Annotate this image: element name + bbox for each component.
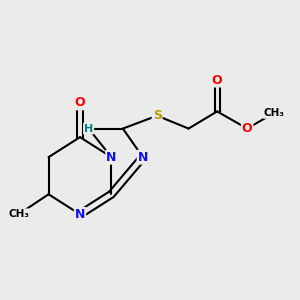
Text: CH₃: CH₃ — [264, 108, 285, 118]
Text: O: O — [242, 122, 253, 135]
Text: CH₃: CH₃ — [8, 209, 29, 219]
Text: O: O — [212, 74, 223, 86]
Text: N: N — [106, 151, 117, 164]
Text: H: H — [84, 124, 93, 134]
Text: S: S — [153, 109, 162, 122]
Text: N: N — [75, 208, 85, 221]
Text: O: O — [75, 96, 85, 110]
Text: N: N — [138, 151, 148, 164]
